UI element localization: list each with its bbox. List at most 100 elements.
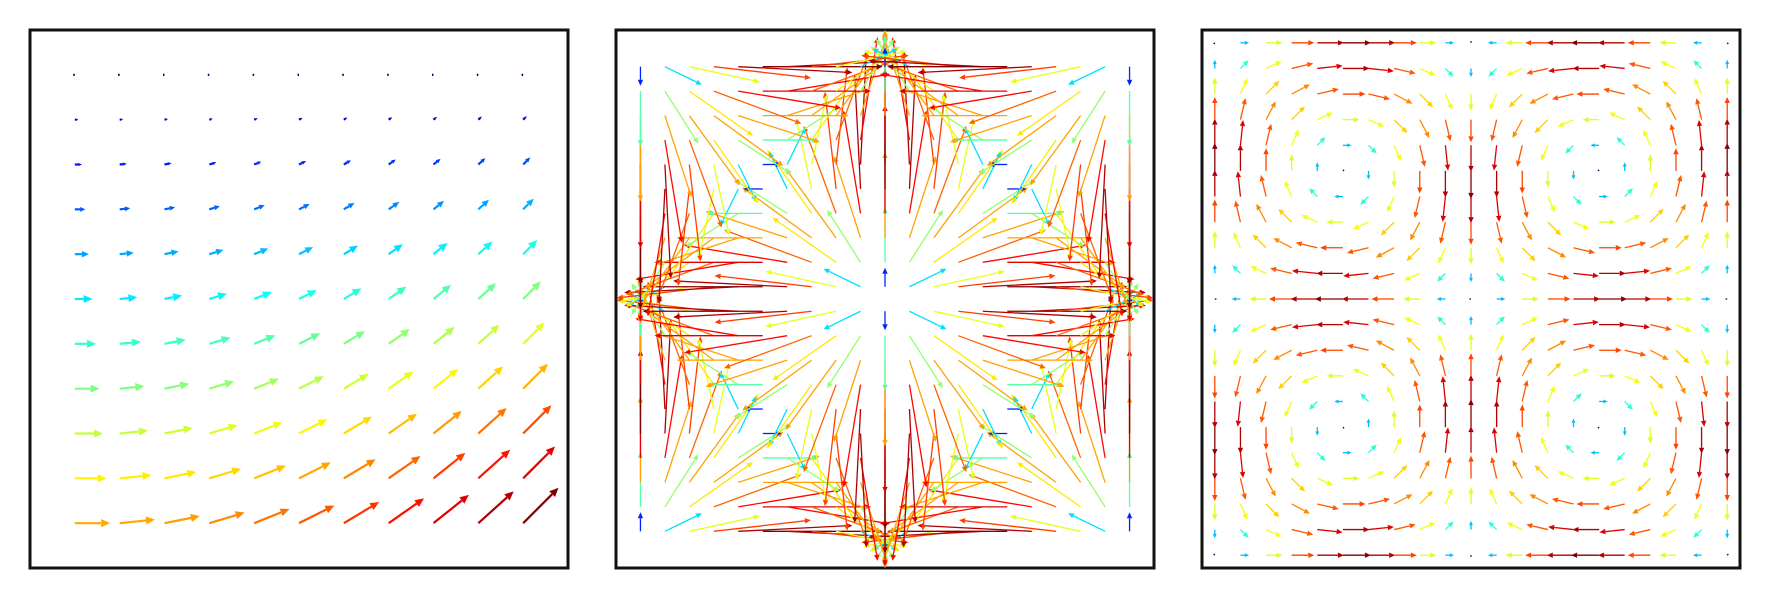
arrow-head	[804, 518, 811, 524]
quiver-arrow	[1439, 354, 1447, 377]
arrow-head	[901, 541, 907, 548]
arrow-shaft	[1275, 323, 1292, 329]
arrow-head	[1126, 302, 1133, 309]
arrow-shaft	[1547, 342, 1562, 351]
quiver-arrow	[1496, 247, 1504, 264]
arrow-head	[626, 290, 633, 296]
arrow-head	[1622, 431, 1627, 436]
arrow-shaft	[1517, 436, 1523, 453]
arrow-head	[145, 516, 156, 525]
arrow-head	[765, 322, 772, 328]
quiver-arrow	[1468, 222, 1474, 245]
arrow-shaft	[854, 80, 862, 189]
arrow-shaft	[1557, 499, 1574, 505]
arrow-shaft	[1239, 125, 1244, 146]
arrow-shaft	[955, 114, 1032, 141]
arrow-head	[1404, 275, 1411, 281]
quiver-arrow	[1284, 401, 1293, 418]
arrow-head	[1489, 103, 1495, 110]
arrow-head	[1347, 450, 1352, 455]
quiver-arrow	[1080, 286, 1152, 304]
quiver-arrow	[1632, 84, 1651, 95]
arrow-head	[772, 217, 779, 224]
arrow-shaft	[933, 131, 965, 214]
arrow-head	[1288, 154, 1295, 161]
arrow-shaft	[934, 90, 1032, 108]
arrow-head	[1332, 505, 1339, 511]
arrow-head	[1626, 403, 1633, 410]
arrow-shaft	[1573, 272, 1593, 277]
arrow-head	[434, 116, 438, 120]
quiver-arrow	[1410, 221, 1421, 241]
arrow-head	[1659, 40, 1666, 46]
arrow-head	[259, 248, 269, 255]
quiver-arrow	[1624, 215, 1641, 223]
quiver-arrow	[982, 310, 1097, 320]
arrow-head	[1696, 119, 1703, 127]
quiver-arrow	[1724, 97, 1730, 120]
arrow-head	[1572, 65, 1579, 72]
quiver-arrow	[1368, 67, 1394, 74]
arrow-head	[1326, 219, 1333, 225]
quiver-arrow	[707, 210, 763, 217]
quiver-arrow	[1309, 401, 1318, 410]
arrow-shaft	[1069, 164, 1082, 256]
arrow-shaft	[835, 51, 901, 68]
arrow-head	[1337, 552, 1344, 558]
arrow-head	[172, 293, 183, 302]
arrow-shaft	[737, 164, 755, 197]
arrow-shaft	[1278, 240, 1292, 249]
arrow-shaft	[690, 335, 788, 353]
arrow-shaft	[1312, 401, 1318, 407]
quiver-arrow	[1270, 267, 1292, 275]
arrow-shaft	[688, 465, 749, 508]
arrow-head	[1469, 277, 1473, 283]
arrow-head	[1468, 353, 1474, 360]
arrow-head	[1420, 160, 1427, 167]
arrow-shaft	[688, 375, 721, 459]
arrow-head	[1401, 126, 1408, 133]
arrow-shaft	[1573, 321, 1593, 326]
arrow-shaft	[664, 515, 697, 532]
arrow-head	[1633, 215, 1641, 221]
arrow-shaft	[1239, 529, 1246, 535]
quiver-arrow	[522, 240, 538, 255]
arrow-shaft	[957, 384, 1001, 444]
arrow-shaft	[1521, 340, 1532, 351]
quiver-arrow	[1290, 296, 1318, 302]
arrow-head	[1594, 296, 1601, 302]
arrow-shaft	[1547, 196, 1554, 207]
arrow-shaft	[713, 164, 729, 230]
arrow-head	[1628, 530, 1636, 536]
arrow-shaft	[1624, 216, 1636, 223]
quiver-arrow	[1413, 379, 1421, 402]
arrow-head	[1526, 357, 1532, 365]
arrow-head	[1235, 171, 1242, 178]
quiver-arrow	[1599, 373, 1616, 379]
arrow-head	[1603, 505, 1610, 511]
arrow-shaft	[958, 335, 1041, 367]
quiver-arrow	[1393, 494, 1413, 505]
quiver-arrow	[1508, 93, 1523, 108]
arrow-head	[794, 473, 801, 480]
quiver-arrow	[1660, 61, 1677, 70]
arrow-shaft	[432, 289, 445, 300]
arrow-head	[1235, 420, 1242, 427]
quiver-arrow	[982, 335, 1086, 355]
arrow-head	[1291, 268, 1299, 275]
arrow-shaft	[664, 139, 682, 238]
quiver-arrow	[887, 63, 1008, 70]
arrow-head	[888, 38, 894, 46]
arrow-head	[1534, 465, 1541, 472]
quiver-arrow	[164, 381, 190, 390]
arrow-head	[637, 242, 644, 249]
quiver-arrow	[1551, 497, 1574, 505]
arrow-head	[1643, 129, 1649, 137]
arrow-shaft	[253, 381, 271, 390]
arrow-shaft	[923, 525, 1032, 532]
arrow-head	[1662, 238, 1669, 244]
arrow-head	[1360, 393, 1367, 400]
arrow-head	[979, 168, 986, 174]
quiver-arrow	[1342, 501, 1366, 507]
arrow-head	[1342, 169, 1345, 171]
